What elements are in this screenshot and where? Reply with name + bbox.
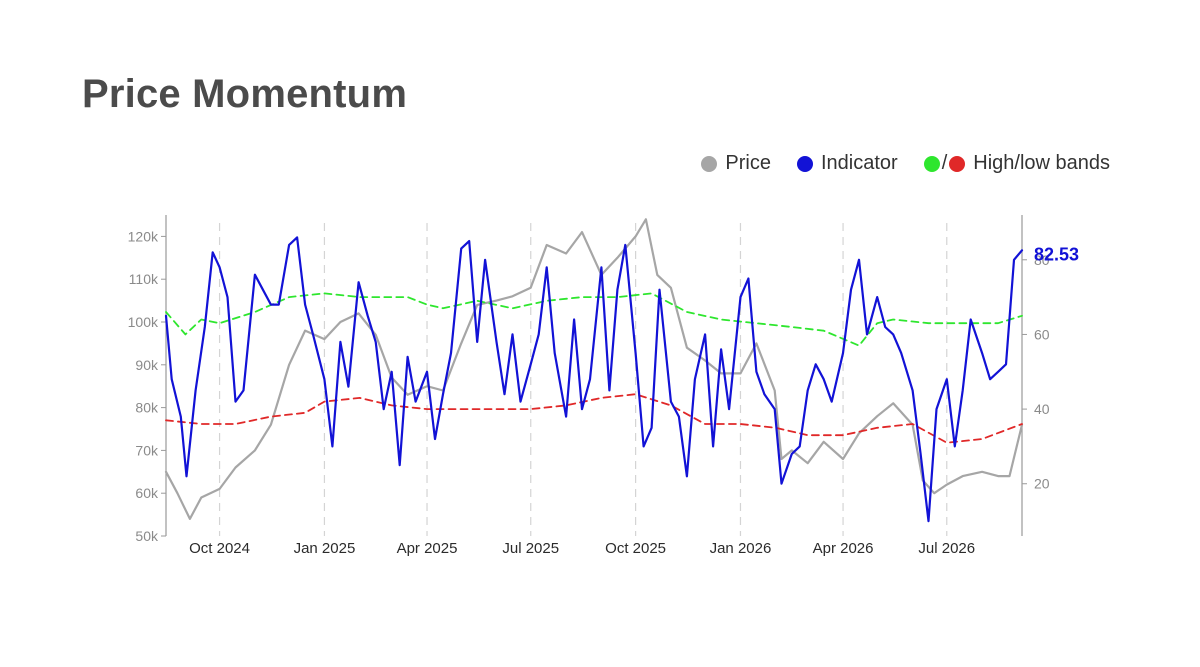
legend-label-price: Price <box>725 152 771 174</box>
right-tick-label: 80 <box>1034 252 1050 268</box>
left-tick-label: 100k <box>128 314 159 330</box>
indicator-line <box>164 236 1024 523</box>
legend-label-bands: High/low bands <box>973 152 1110 174</box>
x-tick-label: Jul 2025 <box>502 540 559 557</box>
x-tick-label: Jan 2026 <box>710 540 772 557</box>
indicator-end-value-label: 82.53 <box>1034 244 1079 264</box>
price-swatch-icon <box>701 155 718 172</box>
right-tick-label: 40 <box>1034 401 1050 417</box>
x-tick-label: Apr 2026 <box>813 540 874 557</box>
left-tick-label: 110k <box>129 271 159 287</box>
left-tick-label: 50k <box>135 528 159 544</box>
x-tick-label: Apr 2025 <box>397 540 458 557</box>
x-tick-label: Oct 2025 <box>605 540 666 557</box>
legend-item-indicator[interactable]: Indicator <box>796 152 898 175</box>
legend-item-price[interactable]: Price <box>701 152 771 175</box>
x-tick-label: Oct 2024 <box>189 540 250 557</box>
bands-swatch: / <box>923 152 966 175</box>
left-tick-label: 70k <box>135 442 159 458</box>
left-tick-label: 120k <box>128 228 159 244</box>
legend-label-indicator: Indicator <box>820 152 898 174</box>
left-tick-label: 90k <box>135 357 159 373</box>
bands-slash: / <box>941 152 948 174</box>
left-tick-label: 80k <box>135 400 159 416</box>
low-band-line <box>165 393 1023 444</box>
price-line <box>164 218 1024 520</box>
low-band-swatch-icon <box>949 155 966 172</box>
right-tick-label: 20 <box>1034 476 1050 492</box>
legend-item-bands[interactable]: / High/low bands <box>923 152 1110 175</box>
right-tick-label: 60 <box>1034 326 1050 342</box>
high-band-swatch-icon <box>923 155 940 172</box>
high-band-line <box>165 292 1023 347</box>
x-tick-label: Jan 2025 <box>294 540 356 557</box>
indicator-swatch-icon <box>796 155 813 172</box>
left-tick-label: 60k <box>135 485 159 501</box>
x-tick-label: Jul 2026 <box>918 540 975 557</box>
chart-legend: Price Indicator / High/low bands <box>675 152 1110 175</box>
page-title: Price Momentum <box>82 72 408 116</box>
